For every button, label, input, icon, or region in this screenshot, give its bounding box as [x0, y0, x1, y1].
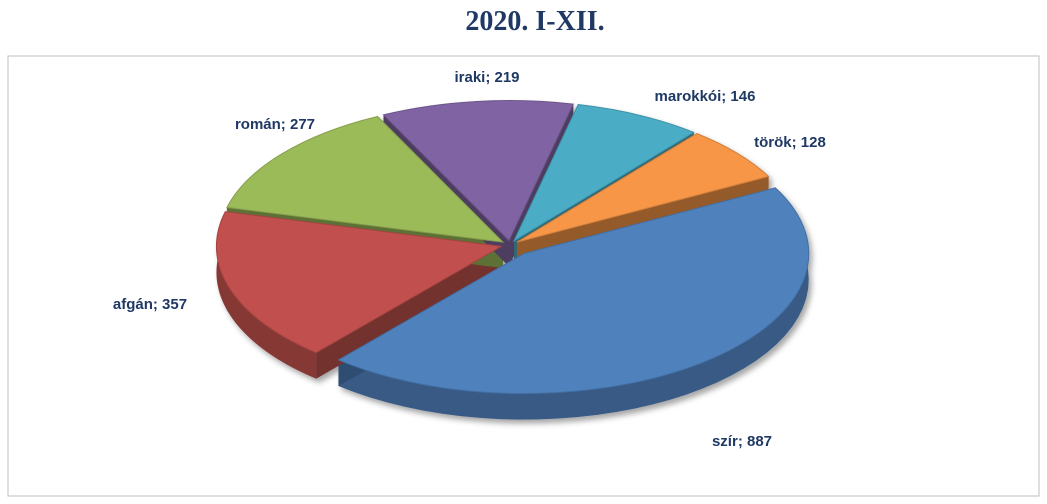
- labels: szír; 887 afgán; 357 román; 277 iraki; 219 m…: [113, 69, 826, 450]
- pie: [215, 100, 810, 420]
- data-label: szír; 887: [712, 433, 772, 450]
- data-label: iraki; 219: [454, 69, 519, 86]
- chart-title: 2020. I-XII.: [465, 6, 604, 37]
- data-label: török; 128: [754, 134, 826, 151]
- pie-slice: [226, 115, 505, 243]
- pie-slice: [215, 211, 503, 354]
- pie-slice: [337, 187, 810, 395]
- pie-slice: [512, 104, 695, 243]
- pie-slice: [382, 100, 574, 242]
- data-label: román; 277: [235, 116, 315, 133]
- pie-slice: [516, 132, 770, 243]
- data-label: afgán; 357: [113, 296, 187, 313]
- slice-side: [338, 187, 809, 420]
- data-label: marokkói; 146: [655, 88, 756, 105]
- slice-side: [216, 211, 317, 379]
